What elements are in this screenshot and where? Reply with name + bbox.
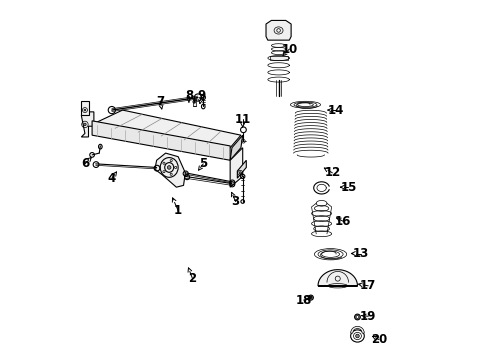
Text: 2: 2 [188, 272, 196, 285]
Text: 3: 3 [231, 195, 239, 208]
Ellipse shape [355, 316, 358, 319]
Text: 4: 4 [107, 172, 116, 185]
Wedge shape [350, 326, 364, 333]
Text: 8: 8 [184, 89, 193, 102]
Text: 11: 11 [234, 113, 250, 126]
Polygon shape [265, 21, 290, 40]
Text: 17: 17 [359, 279, 376, 292]
Polygon shape [92, 110, 241, 148]
Text: 9: 9 [197, 89, 205, 102]
Ellipse shape [308, 295, 313, 300]
Text: 15: 15 [340, 181, 356, 194]
Ellipse shape [83, 123, 86, 126]
Text: 16: 16 [334, 215, 350, 228]
Text: 19: 19 [359, 310, 376, 323]
Polygon shape [230, 135, 242, 160]
Text: 6: 6 [81, 157, 89, 170]
Polygon shape [237, 160, 246, 178]
Polygon shape [230, 148, 242, 187]
Polygon shape [92, 121, 230, 160]
Ellipse shape [84, 109, 85, 111]
Ellipse shape [309, 297, 311, 299]
Polygon shape [269, 56, 287, 60]
Text: 5: 5 [199, 157, 207, 170]
Polygon shape [155, 153, 185, 187]
Text: 14: 14 [327, 104, 344, 117]
Text: 7: 7 [156, 95, 164, 108]
Polygon shape [81, 112, 94, 137]
Text: 12: 12 [324, 166, 340, 179]
Text: 1: 1 [174, 204, 182, 217]
Ellipse shape [239, 172, 241, 174]
Polygon shape [81, 101, 88, 116]
Ellipse shape [167, 166, 171, 169]
Polygon shape [317, 270, 357, 286]
Ellipse shape [354, 314, 360, 320]
Ellipse shape [355, 334, 359, 338]
Text: 20: 20 [370, 333, 386, 346]
Text: 10: 10 [281, 42, 297, 55]
Text: 13: 13 [352, 247, 368, 260]
Text: 18: 18 [295, 294, 311, 307]
Polygon shape [192, 98, 196, 107]
